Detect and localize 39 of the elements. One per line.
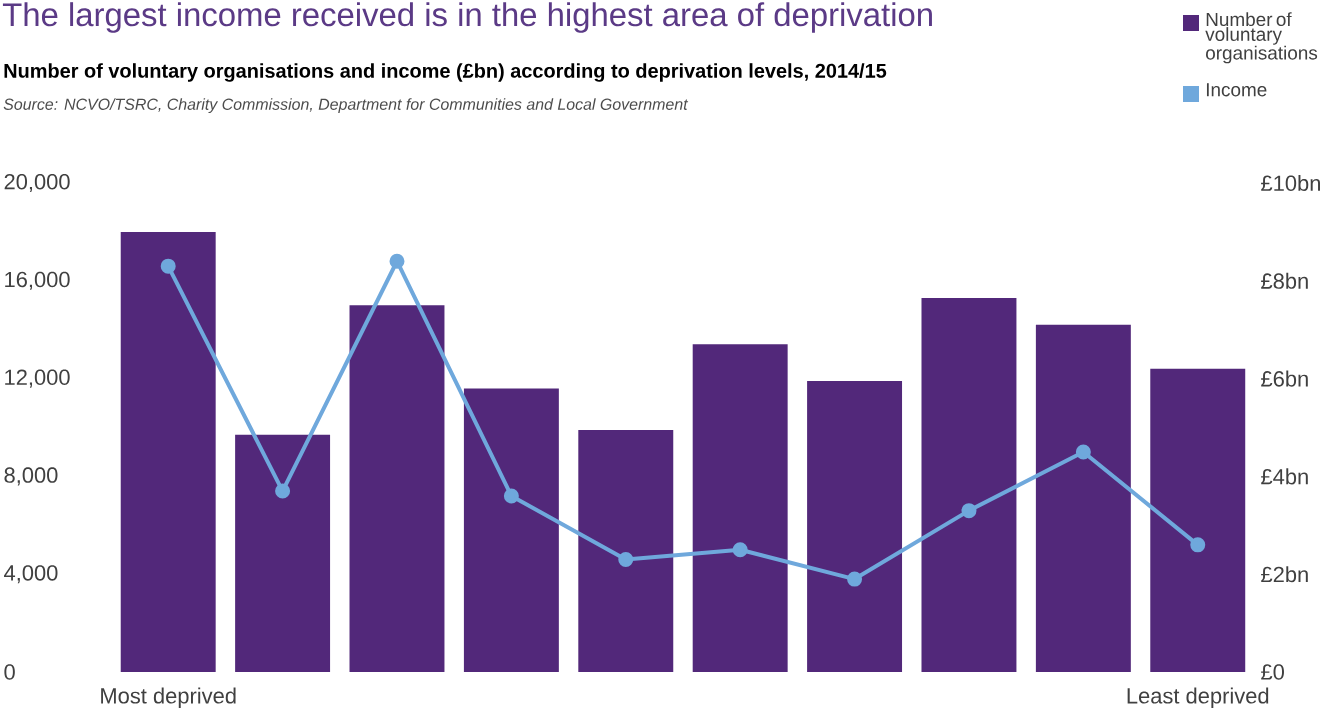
source-note: Source: NCVO/TSRC, Charity Commission, Department for Communities and Local Government bbox=[3, 98, 689, 114]
point bbox=[618, 552, 634, 568]
bar bbox=[807, 381, 903, 672]
y2-tick-label: £10bn bbox=[1261, 174, 1320, 192]
point bbox=[389, 253, 405, 269]
x-tick-label: Most deprived bbox=[101, 687, 236, 708]
y2-tick-label: £2bn bbox=[1261, 566, 1308, 583]
y-tick-label: 4,000 bbox=[4, 565, 58, 584]
chart-title: The largest income received is in the highest area of deprivation bbox=[2, 2, 932, 33]
point bbox=[1075, 444, 1091, 460]
legend-label: Number of voluntary organisations bbox=[1205, 12, 1318, 64]
bar bbox=[692, 344, 788, 672]
bar bbox=[349, 305, 445, 672]
y2-tick-label: £6bn bbox=[1261, 370, 1308, 387]
point bbox=[732, 542, 748, 558]
y-tick-label: 0 bbox=[4, 664, 15, 680]
point bbox=[275, 483, 291, 499]
x-tick-label: Least deprived bbox=[1127, 687, 1269, 708]
chart-subtitle: Number of voluntary organisations and income (£bn) according to deprivation levels, 2014/15 bbox=[4, 63, 887, 82]
y2-tick-label: £0 bbox=[1261, 664, 1284, 680]
point bbox=[1190, 537, 1206, 553]
bar bbox=[463, 388, 559, 672]
point bbox=[503, 488, 519, 504]
y2-tick-label: £8bn bbox=[1261, 272, 1308, 289]
bar bbox=[235, 434, 331, 672]
bar bbox=[1035, 324, 1131, 672]
y-tick-label: 20,000 bbox=[4, 173, 70, 193]
bar bbox=[578, 429, 674, 672]
y-tick-label: 16,000 bbox=[5, 271, 70, 290]
point bbox=[160, 258, 176, 274]
point bbox=[847, 571, 863, 587]
y-tick-label: 8,000 bbox=[4, 467, 58, 486]
point bbox=[961, 503, 977, 519]
y2-tick-label: £4bn bbox=[1261, 468, 1308, 485]
bar bbox=[921, 297, 1017, 672]
y-tick-label: 12,000 bbox=[5, 369, 70, 388]
bar bbox=[120, 231, 216, 672]
legend-label: Income bbox=[1206, 83, 1267, 97]
bar bbox=[1150, 368, 1246, 672]
